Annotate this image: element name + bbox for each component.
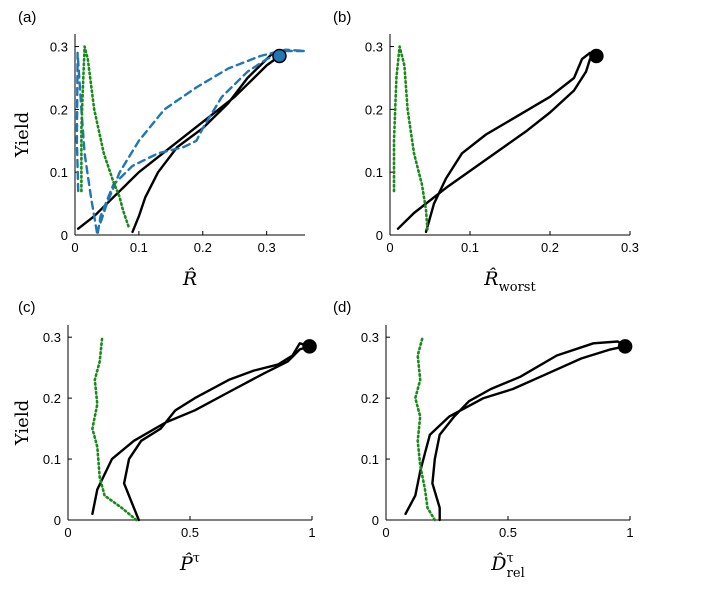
y-axis-label: Yield — [12, 112, 33, 158]
panel-label: (d) — [333, 299, 351, 316]
x-axis-label: P̂τ — [179, 551, 200, 575]
x-axis-label: R̂ — [182, 268, 197, 290]
series-line-dotted-green — [80, 45, 131, 230]
y-tick-label: 0.2 — [361, 391, 379, 406]
x-axis-label-main: D̂ — [490, 553, 506, 575]
x-axis-label-main: R̂ — [182, 268, 197, 290]
y-tick-label: 0.3 — [361, 330, 379, 345]
x-axis-label-sub: worst — [499, 280, 537, 295]
y-tick-label: 0.3 — [43, 330, 61, 345]
x-axis-label-sup: τ — [193, 551, 200, 566]
y-tick-label: 0 — [54, 513, 61, 528]
x-tick-label: 0 — [64, 525, 71, 540]
x-axis-label-main: P̂ — [179, 553, 194, 575]
series-line-dotted-green — [414, 335, 437, 522]
x-axis-label: R̂worst — [483, 268, 536, 295]
y-tick-label: 0 — [61, 228, 68, 243]
end-marker — [589, 48, 604, 64]
x-axis-label-sup: τ — [506, 551, 513, 566]
y-tick-label: 0.2 — [50, 102, 68, 117]
y-tick-label: 0.1 — [50, 165, 68, 180]
panel-label: (a) — [18, 9, 36, 26]
x-tick-label: 0.1 — [461, 240, 479, 255]
y-tick-label: 0 — [376, 228, 383, 243]
x-axis-label-main: R̂ — [483, 268, 498, 290]
end-marker — [272, 48, 287, 64]
y-tick-label: 0.1 — [361, 452, 379, 467]
x-tick-label: 0.3 — [621, 240, 639, 255]
x-tick-label: 0 — [382, 525, 389, 540]
y-tick-label: 0.1 — [365, 165, 383, 180]
y-tick-label: 0.3 — [365, 40, 383, 55]
chart-panel-1: (a) 0 0.1 0.2 0.3 0 0.1 0.2 0.3 Yield R̂ — [12, 9, 307, 290]
chart-panel-3: (c) 0 0.5 1 0 0.1 0.2 0.3 Yield P̂τ — [12, 299, 317, 575]
series-line-solid-black — [404, 340, 627, 522]
end-marker — [302, 339, 317, 354]
y-tick-label: 0.1 — [43, 452, 61, 467]
x-tick-label: 0.2 — [541, 240, 559, 255]
x-tick-label: 0.1 — [130, 240, 148, 255]
x-tick-label: 1 — [626, 525, 633, 540]
x-tick-label: 0.3 — [258, 240, 276, 255]
series-line-dotted-green — [91, 335, 138, 522]
y-axis-label: Yield — [12, 400, 33, 446]
y-tick-label: 0.2 — [43, 391, 61, 406]
chart-panel-4: (d) 0 0.5 1 0 0.1 0.2 0.3 D̂τ rel — [333, 299, 634, 581]
panel-label: (b) — [333, 9, 351, 26]
chart-panel-2: (b) 0 0.1 0.2 0.3 0 0.1 0.2 0.3 R̂worst — [333, 9, 639, 295]
x-axis-label-sub: rel — [507, 566, 525, 581]
x-tick-label: 1 — [308, 525, 315, 540]
series-line-solid-black — [91, 342, 311, 522]
series-line-dashed-blue — [75, 48, 307, 237]
y-tick-label: 0.3 — [50, 40, 68, 55]
x-tick-label: 0 — [71, 240, 78, 255]
x-tick-label: 0.5 — [181, 525, 199, 540]
end-marker — [617, 339, 633, 354]
x-tick-label: 0 — [386, 240, 393, 255]
series-line-solid-black — [77, 51, 281, 234]
series-line-dotted-green — [392, 45, 429, 234]
x-axis-label: D̂τ rel — [490, 551, 525, 581]
series-line-solid-black — [396, 51, 598, 234]
panel-label: (c) — [18, 299, 36, 316]
x-tick-label: 0.2 — [194, 240, 212, 255]
x-tick-label: 0.5 — [499, 525, 517, 540]
y-tick-label: 0.2 — [365, 102, 383, 117]
y-tick-label: 0 — [372, 513, 379, 528]
